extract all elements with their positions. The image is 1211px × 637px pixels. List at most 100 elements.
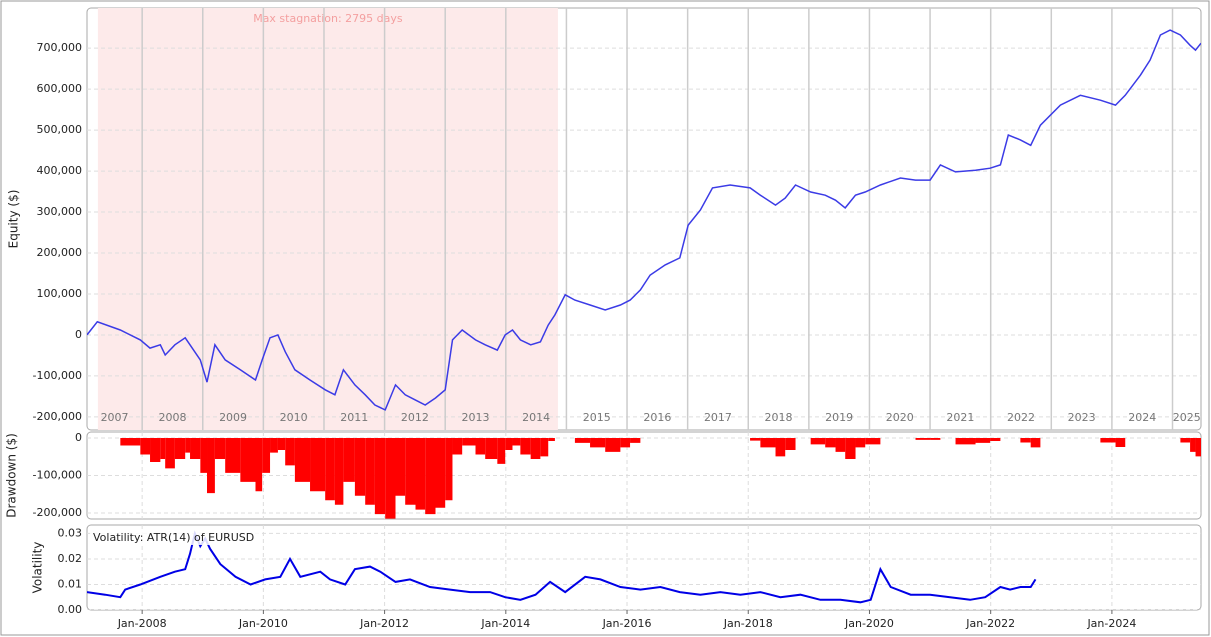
y-tick-label: 0.00: [58, 603, 83, 616]
year-label: 2025: [1173, 411, 1201, 424]
bar: [140, 438, 151, 455]
bar: [1030, 438, 1041, 448]
stagnation-label: Max stagnation: 2795 days: [253, 12, 403, 25]
bar: [415, 438, 426, 510]
y-tick-label: 0.03: [58, 526, 83, 539]
bar: [505, 438, 513, 450]
bar: [605, 438, 621, 452]
bar: [354, 438, 366, 496]
bar: [1100, 438, 1116, 443]
bar: [365, 438, 375, 505]
y-tick-label: 0: [75, 328, 82, 341]
x-tick-label: Jan-2022: [965, 617, 1015, 630]
year-label: 2008: [158, 411, 186, 424]
y-axis-label: Volatility: [31, 542, 45, 594]
y-tick-label: -100,000: [33, 469, 82, 482]
bar: [174, 438, 186, 459]
bar: [475, 438, 486, 455]
line: [87, 29, 1201, 411]
bar: [497, 438, 506, 464]
bar: [452, 438, 463, 455]
x-tick-label: Jan-2012: [359, 617, 409, 630]
x-tick-label: Jan-2018: [723, 617, 773, 630]
bar: [150, 438, 161, 462]
year-label: 2016: [643, 411, 671, 424]
year-label: 2022: [1007, 411, 1035, 424]
stagnation-band: [97, 8, 558, 430]
y-tick-label: 200,000: [37, 246, 83, 259]
y-tick-label: 0: [75, 431, 82, 444]
bar: [343, 438, 355, 482]
bar: [930, 438, 941, 440]
year-label: 2014: [522, 411, 550, 424]
y-tick-label: -100,000: [33, 369, 82, 382]
year-label: 2013: [462, 411, 490, 424]
year-label: 2019: [825, 411, 853, 424]
year-label: 2009: [219, 411, 247, 424]
y-tick-label: -200,000: [33, 410, 82, 423]
bar: [120, 438, 141, 446]
bar: [255, 438, 263, 492]
year-label: 2017: [704, 411, 732, 424]
year-label: 2024: [1128, 411, 1156, 424]
bar: [975, 438, 991, 443]
bar: [294, 438, 311, 482]
bar: [512, 438, 521, 446]
bar: [990, 438, 1001, 441]
bar: [374, 438, 386, 515]
bar: [810, 438, 826, 445]
bar: [160, 438, 166, 459]
y-tick-label: 0.02: [58, 552, 83, 565]
bar: [1190, 438, 1196, 452]
bar: [225, 438, 241, 473]
bar: [590, 438, 606, 448]
legend-box: [90, 530, 260, 545]
bar: [915, 438, 931, 440]
y-tick-label: 400,000: [37, 164, 83, 177]
bar: [574, 438, 591, 443]
bar: [240, 438, 256, 482]
bar: [462, 438, 476, 446]
bar: [620, 438, 631, 448]
bar: [190, 438, 201, 459]
plot-area: Max stagnation: 2795 days: [87, 8, 1201, 430]
bar: [385, 438, 396, 519]
bar: [1195, 438, 1201, 457]
year-label: 2007: [101, 411, 129, 424]
bar: [1020, 438, 1031, 443]
x-tick-label: Jan-2014: [480, 617, 530, 630]
y-axis-label: Equity ($): [7, 190, 21, 249]
bar: [405, 438, 416, 505]
bar: [270, 438, 278, 453]
bar: [775, 438, 786, 457]
bar: [445, 438, 453, 501]
bar: [760, 438, 776, 448]
bar: [530, 438, 541, 459]
bar: [395, 438, 406, 496]
y-tick-label: 0.01: [58, 577, 83, 590]
bar: [855, 438, 866, 448]
bar: [1180, 438, 1191, 443]
y-tick-label: 500,000: [37, 123, 83, 136]
x-tick-label: Jan-2016: [602, 617, 652, 630]
x-tick-label: Jan-2020: [844, 617, 894, 630]
bar: [310, 438, 326, 492]
bar: [262, 438, 271, 473]
bar: [1115, 438, 1126, 447]
bar: [435, 438, 446, 508]
panel-title: Volatility: ATR(14) of EURUSD: [93, 531, 254, 544]
bar: [485, 438, 498, 459]
bar: [540, 438, 549, 457]
bar: [520, 438, 531, 455]
x-tick-label: Jan-2008: [117, 617, 167, 630]
bar: [425, 438, 436, 515]
plot-area: [87, 432, 1201, 519]
bar: [750, 438, 761, 441]
y-axis-label: Drawdown ($): [5, 433, 19, 518]
year-label: 2023: [1068, 411, 1096, 424]
year-label: 2011: [340, 411, 368, 424]
x-tick-label: Jan-2024: [1086, 617, 1136, 630]
bar: [165, 438, 175, 469]
x-tick-label: Jan-2010: [238, 617, 288, 630]
bar: [277, 438, 286, 450]
